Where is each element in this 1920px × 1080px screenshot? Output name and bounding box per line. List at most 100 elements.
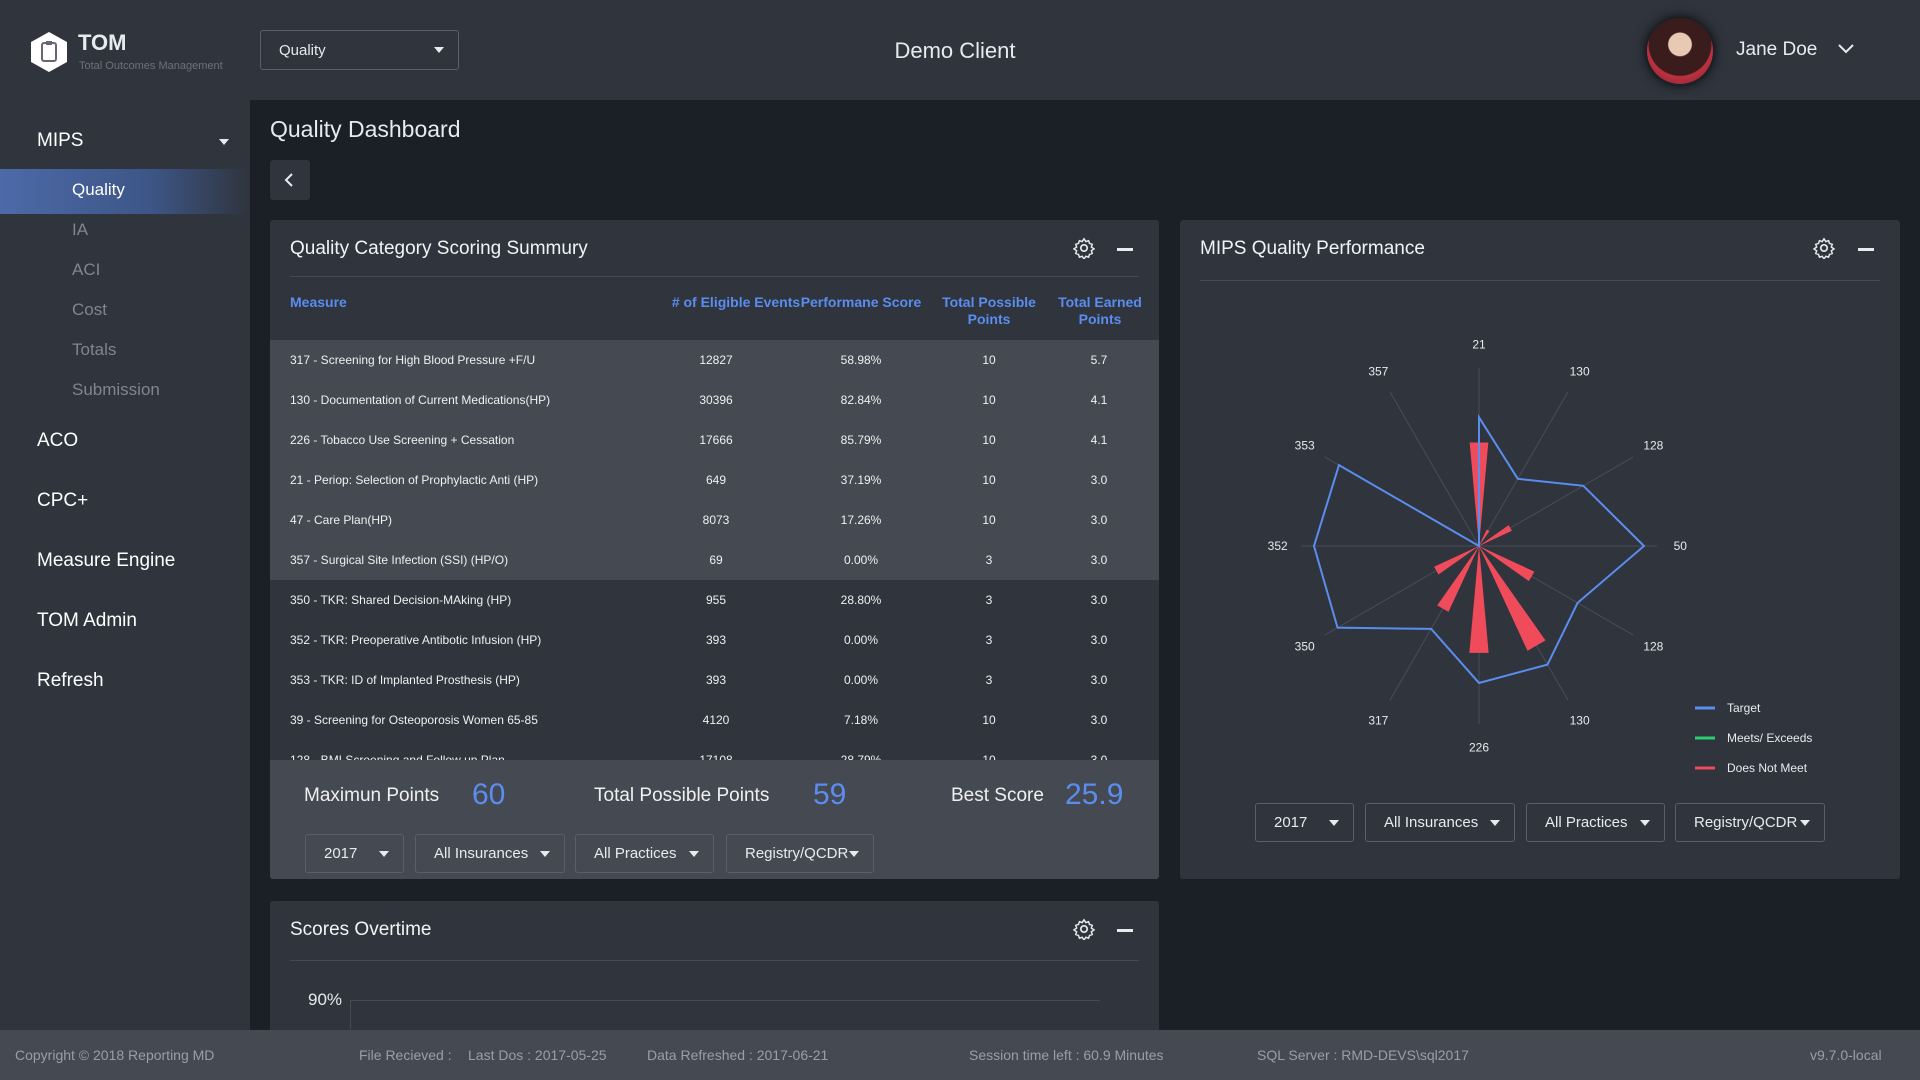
axis-label: 317 — [1368, 713, 1388, 727]
caret-down-icon — [1800, 819, 1810, 826]
footer: Copyright © 2018 Reporting MD File Recie… — [0, 1030, 1920, 1080]
possible-cell: 3 — [985, 673, 993, 687]
practice-filter[interactable]: All Practices — [1526, 803, 1665, 842]
registry-filter-value: Registry/QCDR — [1694, 814, 1798, 831]
module-select[interactable]: Quality — [260, 30, 459, 70]
sql-server: SQL Server : RMD-DEVS\sql2017 — [1257, 1047, 1469, 1063]
year-filter-value: 2017 — [1274, 814, 1308, 831]
top-header: TOM Total Outcomes Management Quality De… — [0, 0, 1920, 100]
sidebar-item-measure-engine[interactable]: Measure Engine — [37, 550, 176, 571]
max-points-label: Maximun Points — [304, 785, 440, 806]
file-received: File Recieved : — [359, 1047, 452, 1063]
sidebar-item-aci[interactable]: ACI — [72, 260, 101, 279]
sidebar-item-quality[interactable]: Quality — [72, 180, 125, 199]
last-dos: Last Dos : 2017-05-25 — [468, 1047, 607, 1063]
panel-title: Quality Category Scoring Summury — [290, 238, 588, 259]
table-row[interactable]: 357 - Surgical Site Infection (SSI) (HP/… — [270, 540, 1159, 580]
col-total-earned[interactable]: Total Earned Points — [1058, 294, 1142, 327]
chevron-down-icon[interactable] — [1838, 44, 1854, 54]
registry-filter[interactable]: Registry/QCDR — [1675, 803, 1825, 842]
divider — [1200, 280, 1880, 281]
col-total-possible[interactable]: Total Possible Points — [942, 294, 1036, 327]
insurance-filter[interactable]: All Insurances — [415, 834, 565, 873]
axis-label: 21 — [1472, 338, 1486, 352]
practice-filter[interactable]: All Practices — [575, 834, 714, 873]
score-cell: 28.80% — [840, 593, 882, 607]
panel-title: MIPS Quality Performance — [1200, 238, 1425, 259]
legend-label: Meets/ Exceeds — [1727, 731, 1812, 745]
earned-cell: 3.0 — [1090, 673, 1108, 687]
sidebar-item-aco[interactable]: ACO — [37, 430, 79, 451]
does-not-meet-bar — [1469, 546, 1489, 653]
table-row[interactable]: 352 - TKR: Preoperative Antibotic Infusi… — [270, 620, 1159, 660]
minimize-icon[interactable] — [1117, 248, 1133, 251]
sidebar-active-highlight — [0, 169, 250, 214]
sidebar-item-mips[interactable]: MIPS — [37, 130, 84, 151]
earned-cell: 3.0 — [1090, 553, 1108, 567]
sidebar-item-cost[interactable]: Cost — [72, 300, 107, 319]
possible-cell: 10 — [982, 353, 996, 367]
does-not-meet-bar — [1479, 529, 1490, 546]
possible-cell: 10 — [982, 713, 996, 727]
earned-cell: 3.0 — [1090, 713, 1108, 727]
sidebar-item-tom-admin[interactable]: TOM Admin — [37, 610, 137, 631]
divider — [290, 960, 1139, 961]
table-row[interactable]: 317 - Screening for High Blood Pressure … — [270, 340, 1159, 380]
insurance-filter-value: All Insurances — [1384, 814, 1479, 831]
col-measure[interactable]: Measure — [290, 294, 347, 310]
caret-down-icon — [1490, 819, 1500, 826]
col-eligible-events[interactable]: # of Eligible Events — [671, 294, 801, 310]
score-cell: 7.18% — [843, 713, 879, 727]
max-points-value: 60 — [472, 778, 506, 811]
sidebar-item-ia[interactable]: IA — [72, 220, 89, 239]
measure-cell: 130 - Documentation of Current Medicatio… — [290, 393, 551, 407]
registry-filter[interactable]: Registry/QCDR — [726, 834, 874, 873]
client-name: Demo Client — [894, 38, 1016, 63]
table-row[interactable]: 226 - Tobacco Use Screening + Cessation 1… — [270, 420, 1159, 460]
score-cell: 17.26% — [840, 513, 882, 527]
does-not-meet-bar — [1434, 546, 1479, 575]
insurance-filter[interactable]: All Insurances — [1365, 803, 1515, 842]
earned-cell: 4.1 — [1090, 433, 1108, 447]
possible-cell: 10 — [982, 513, 996, 527]
sidebar-item-submission[interactable]: Submission — [72, 380, 160, 399]
version: v9.7.0-local — [1810, 1047, 1882, 1063]
back-button[interactable] — [270, 160, 310, 200]
gear-icon[interactable] — [1073, 237, 1095, 259]
measure-cell: 357 - Surgical Site Infection (SSI) (HP/… — [290, 553, 509, 567]
user-name[interactable]: Jane Doe — [1736, 39, 1818, 60]
table-row[interactable]: 39 - Screening for Osteoporosis Women 65… — [270, 700, 1159, 740]
avatar[interactable] — [1647, 18, 1713, 84]
divider — [290, 276, 1139, 277]
table-row[interactable]: 353 - TKR: ID of Implanted Prosthesis (H… — [270, 660, 1159, 700]
sidebar-item-totals[interactable]: Totals — [72, 340, 117, 359]
axis-label: 128 — [1643, 438, 1663, 452]
possible-cell: 3 — [985, 553, 993, 567]
insurance-filter-value: All Insurances — [434, 845, 529, 862]
year-filter[interactable]: 2017 — [1255, 803, 1354, 842]
measure-cell: 39 - Screening for Osteoporosis Women 65… — [290, 713, 538, 727]
table-row[interactable]: 47 - Care Plan(HP) 8073 17.26% 10 3.0 — [270, 500, 1159, 540]
table-row[interactable]: 128 - BMI Screening and Follow up Plan 17… — [270, 740, 1159, 760]
scoring-table-body[interactable]: 317 - Screening for High Blood Pressure … — [270, 340, 1159, 760]
minimize-icon[interactable] — [1117, 929, 1133, 932]
axis-label: 357 — [1368, 365, 1388, 379]
possible-cell: 10 — [982, 433, 996, 447]
sidebar-item-cpc[interactable]: CPC+ — [37, 490, 89, 511]
year-filter[interactable]: 2017 — [305, 834, 404, 873]
table-row[interactable]: 350 - TKR: Shared Decision-MAking (HP) 95… — [270, 580, 1159, 620]
events-cell: 8073 — [702, 513, 730, 527]
measure-cell: 353 - TKR: ID of Implanted Prosthesis (H… — [290, 673, 520, 687]
axis-line — [1478, 391, 1569, 547]
minimize-icon[interactable] — [1858, 248, 1874, 251]
gear-icon[interactable] — [1813, 237, 1835, 259]
table-row[interactable]: 130 - Documentation of Current Medicatio… — [270, 380, 1159, 420]
col-performance-score[interactable]: Performane Score — [800, 294, 922, 310]
sidebar-item-refresh[interactable]: Refresh — [37, 670, 104, 691]
earned-cell: 3.0 — [1090, 513, 1108, 527]
earned-cell: 3.0 — [1090, 633, 1108, 647]
caret-down-icon — [219, 139, 229, 145]
score-cell: 0.00% — [843, 553, 879, 567]
gear-icon[interactable] — [1073, 918, 1095, 940]
table-row[interactable]: 21 - Periop: Selection of Prophylactic A… — [270, 460, 1159, 500]
